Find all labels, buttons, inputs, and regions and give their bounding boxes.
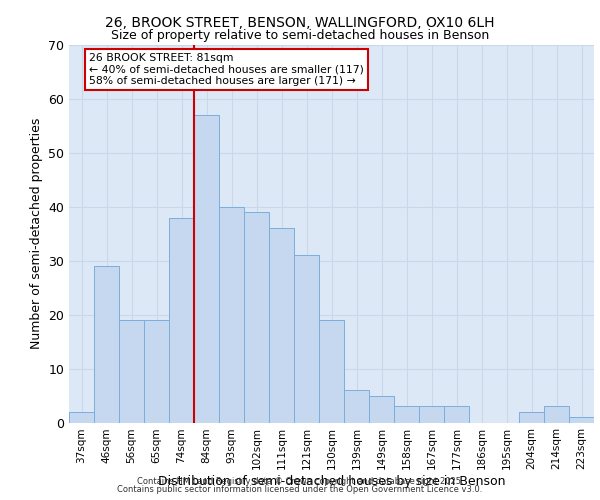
Bar [269, 228, 294, 422]
Bar [69, 412, 94, 422]
Text: 26, BROOK STREET, BENSON, WALLINGFORD, OX10 6LH: 26, BROOK STREET, BENSON, WALLINGFORD, O… [105, 16, 495, 30]
Bar [394, 406, 419, 422]
Bar [94, 266, 119, 422]
Text: Contains public sector information licensed under the Open Government Licence v3: Contains public sector information licen… [118, 485, 482, 494]
Bar [419, 406, 444, 422]
Bar [294, 256, 319, 422]
Text: Contains HM Land Registry data © Crown copyright and database right 2025.: Contains HM Land Registry data © Crown c… [137, 477, 463, 486]
Bar [119, 320, 144, 422]
Bar [219, 207, 244, 422]
X-axis label: Distribution of semi-detached houses by size in Benson: Distribution of semi-detached houses by … [158, 475, 505, 488]
Bar [244, 212, 269, 422]
Bar [519, 412, 544, 422]
Bar [319, 320, 344, 422]
Bar [344, 390, 369, 422]
Text: Size of property relative to semi-detached houses in Benson: Size of property relative to semi-detach… [111, 28, 489, 42]
Bar [544, 406, 569, 422]
Bar [169, 218, 194, 422]
Bar [194, 115, 219, 422]
Bar [569, 417, 594, 422]
Text: 26 BROOK STREET: 81sqm
← 40% of semi-detached houses are smaller (117)
58% of se: 26 BROOK STREET: 81sqm ← 40% of semi-det… [89, 53, 364, 86]
Bar [444, 406, 469, 422]
Bar [144, 320, 169, 422]
Bar [369, 396, 394, 422]
Y-axis label: Number of semi-detached properties: Number of semi-detached properties [29, 118, 43, 350]
